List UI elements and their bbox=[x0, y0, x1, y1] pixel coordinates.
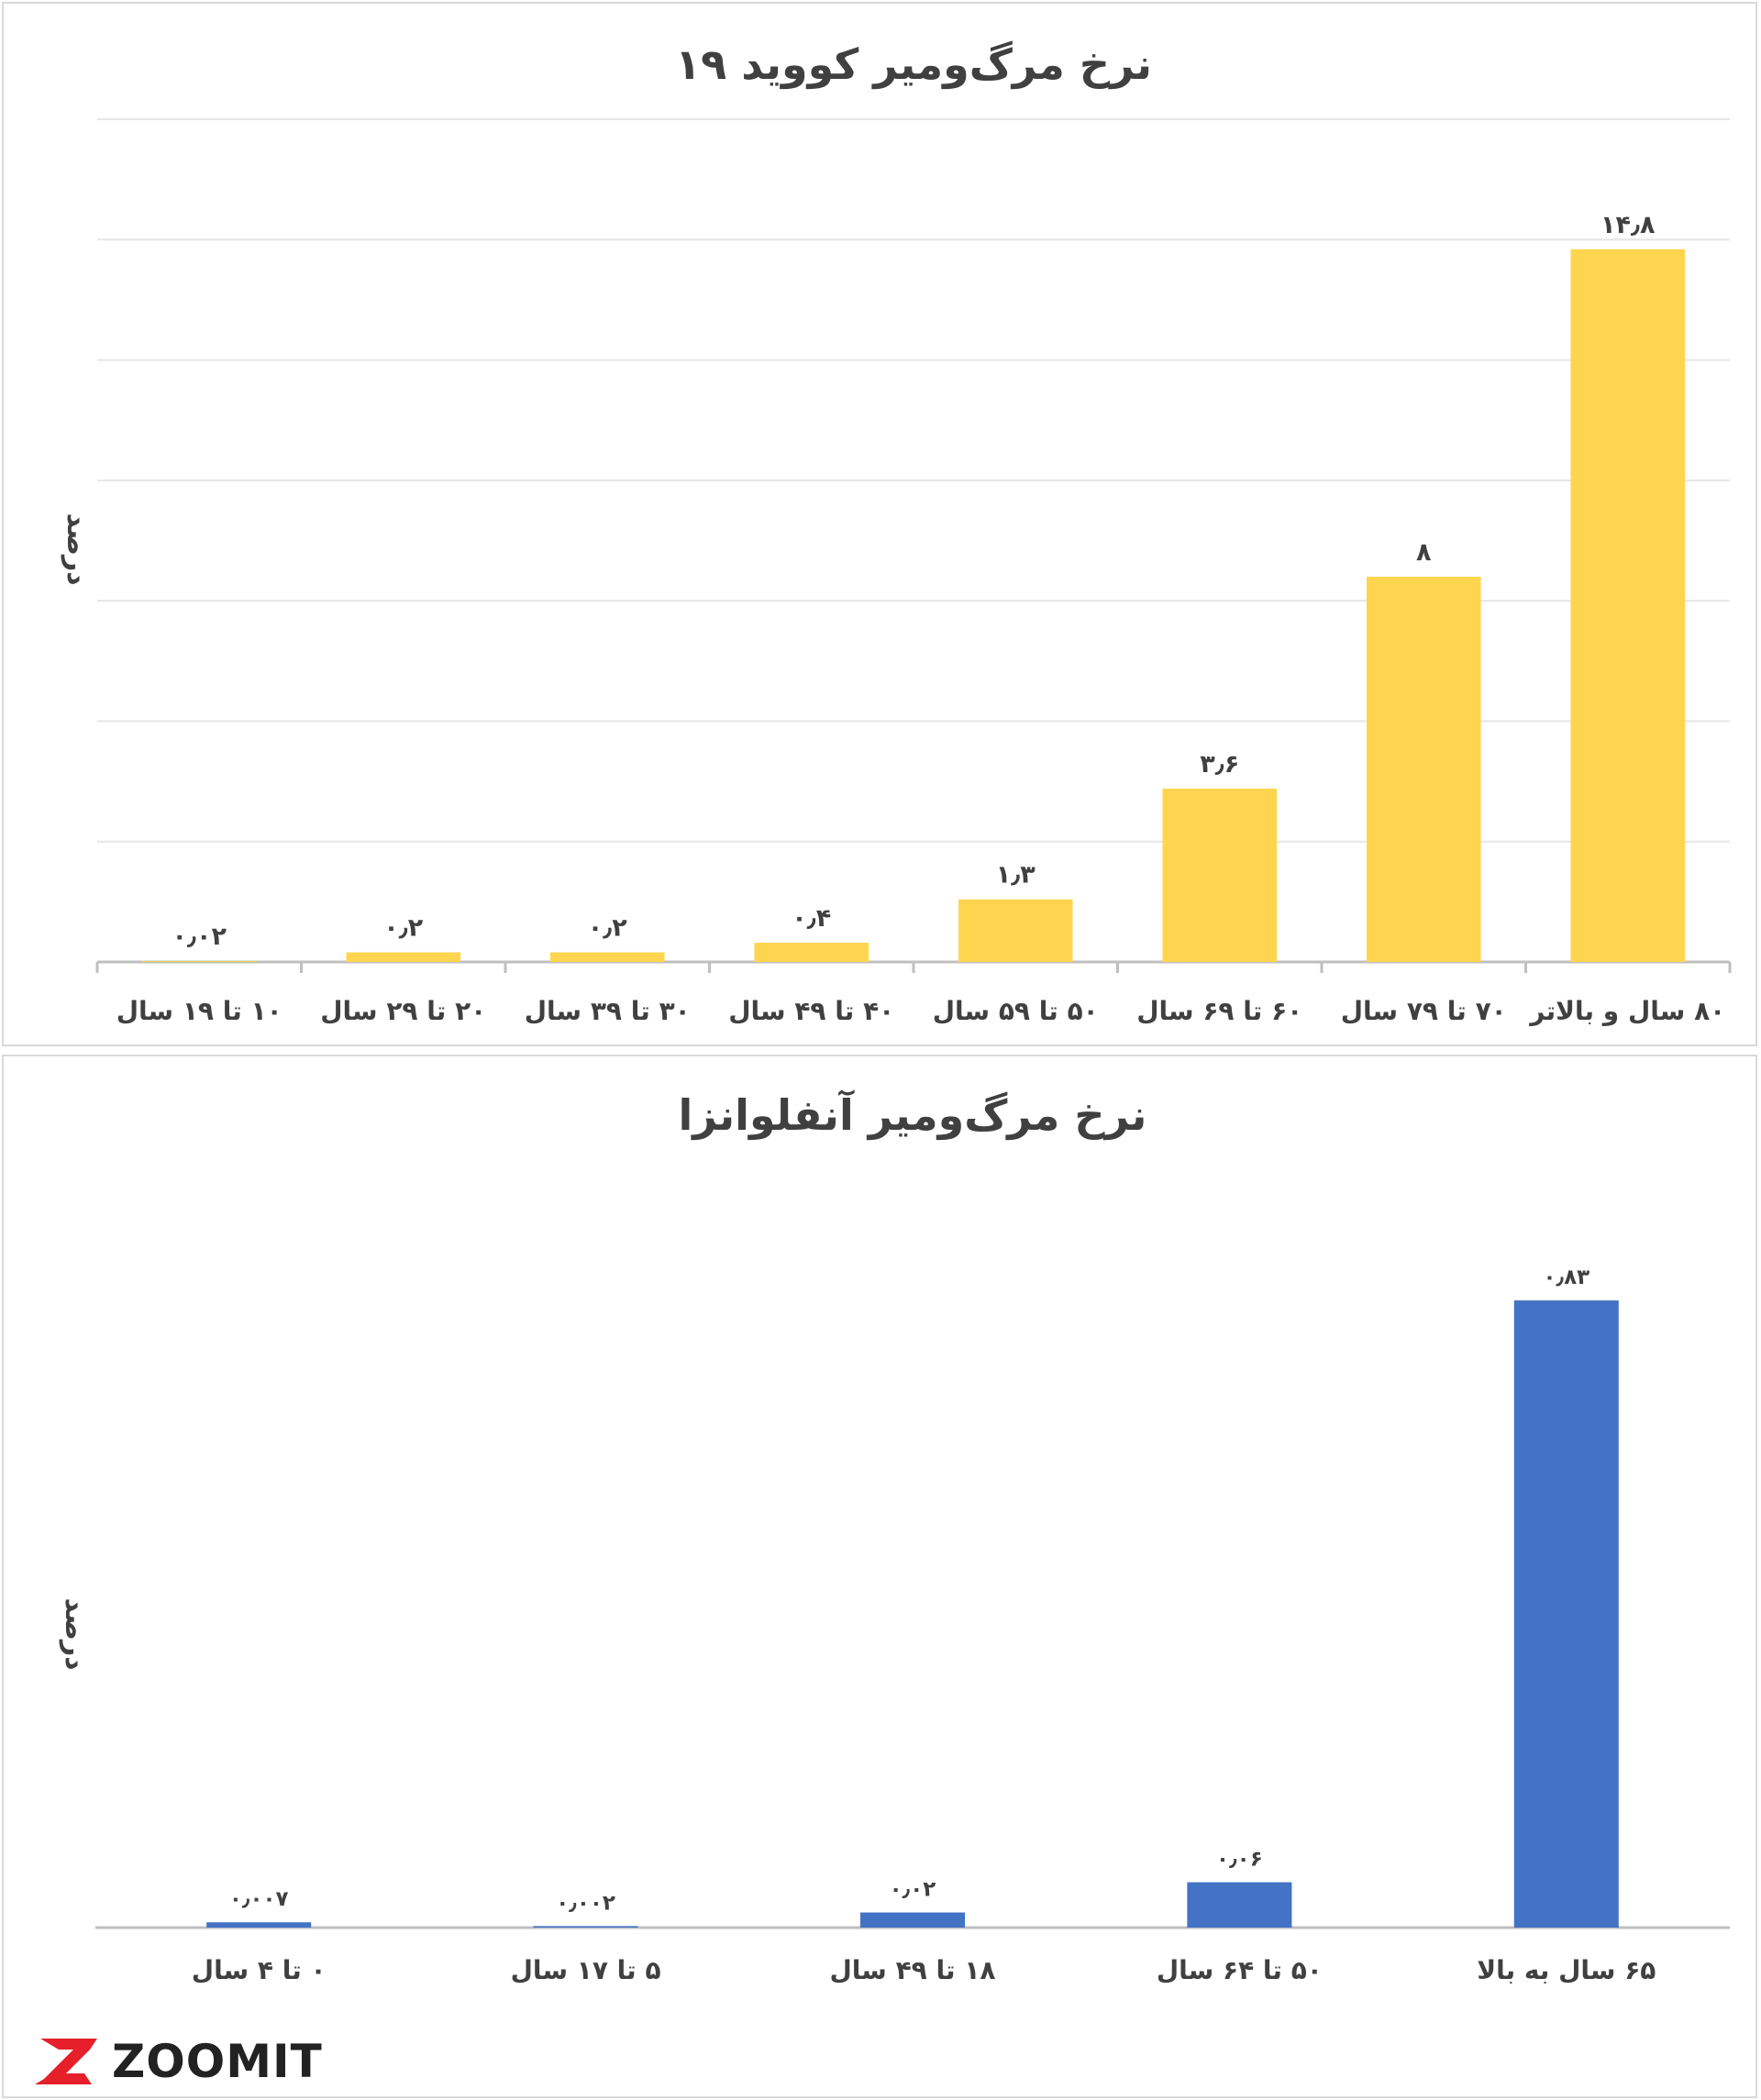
bar bbox=[1162, 788, 1278, 962]
bar bbox=[346, 952, 461, 962]
x-tick-label: ۴۰ تا ۴۹ سال bbox=[728, 996, 894, 1026]
data-label: ۰٫۸۳ bbox=[1543, 1266, 1589, 1289]
bar bbox=[1366, 576, 1481, 962]
covid-chart: نرخ مرگ‌ومیر کووید ۱۹ درصد ۱۴٫۸ ۸۰ سال و با… bbox=[61, 39, 1732, 1026]
bar bbox=[958, 899, 1073, 962]
x-tick-label: ۷۰ تا ۷۹ سال bbox=[1341, 996, 1507, 1026]
x-tick-label: ۸۰ سال و بالاتر bbox=[1528, 996, 1725, 1026]
x-tick-label: ۱۰ تا ۱۹ سال bbox=[116, 996, 282, 1026]
data-label: ۰٫۰۰۲ bbox=[556, 1891, 615, 1915]
bar bbox=[549, 952, 665, 962]
zoomit-logo: ZOOMIT bbox=[33, 2034, 323, 2089]
data-label: ۱٫۳ bbox=[996, 861, 1036, 890]
data-label: ۳٫۶ bbox=[1200, 750, 1239, 779]
bar bbox=[141, 960, 257, 962]
influenza-chart: نرخ مرگ‌ومیر آنفلوانزا درصد ۰٫۸۳ ۶۵ سال به … bbox=[59, 1089, 1730, 1985]
bar bbox=[754, 942, 869, 962]
data-label: ۰٫۴ bbox=[792, 904, 831, 933]
bar bbox=[1570, 249, 1686, 962]
x-tick-label: ۲۰ تا ۲۹ سال bbox=[320, 996, 486, 1026]
data-label: ۰٫۰۲ bbox=[890, 1878, 936, 1902]
x-tick-label: ۵ تا ۱۷ سال bbox=[511, 1955, 661, 1985]
bar bbox=[206, 1922, 312, 1928]
data-label: ۰٫۲ bbox=[383, 913, 424, 942]
x-tick-label: ۶۰ تا ۶۹ سال bbox=[1136, 996, 1302, 1026]
x-tick-label: ۱۸ تا ۴۹ سال bbox=[830, 1955, 996, 1985]
chart-title: نرخ مرگ‌ومیر کووید ۱۹ bbox=[675, 39, 1152, 89]
x-tick-label: ۵۰ تا ۵۹ سال bbox=[933, 996, 1099, 1026]
chart-title: نرخ مرگ‌ومیر آنفلوانزا bbox=[679, 1089, 1147, 1140]
bar bbox=[533, 1926, 638, 1928]
x-tick-label: ۵۰ تا ۶۴ سال bbox=[1157, 1955, 1323, 1985]
y-axis-label: درصد bbox=[59, 1598, 91, 1671]
x-tick-label: ۳۰ تا ۳۹ سال bbox=[525, 996, 691, 1026]
x-tick-label: ۰ تا ۴ سال bbox=[192, 1955, 327, 1985]
data-label: ۰٫۰۶ bbox=[1216, 1848, 1263, 1872]
zoomit-logo-text: ZOOMIT bbox=[112, 2035, 323, 2088]
covid-chart-panel: نرخ مرگ‌ومیر کووید ۱۹ درصد ۱۴٫۸ ۸۰ سال و با… bbox=[2, 2, 1757, 1046]
x-tick-label: ۶۵ سال به بالا bbox=[1477, 1955, 1656, 1985]
influenza-chart-panel: نرخ مرگ‌ومیر آنفلوانزا درصد ۰٫۸۳ ۶۵ سال به … bbox=[2, 1055, 1757, 2098]
data-label: ۱۴٫۸ bbox=[1600, 211, 1656, 239]
bar bbox=[1513, 1300, 1619, 1928]
bar bbox=[859, 1912, 966, 1928]
data-label: ۰٫۰۲ bbox=[172, 923, 227, 951]
bar bbox=[1187, 1882, 1292, 1928]
data-label: ۰٫۲ bbox=[588, 913, 628, 942]
data-label: ۰٫۰۰۷ bbox=[229, 1887, 289, 1911]
y-axis-label: درصد bbox=[61, 514, 93, 586]
zoomit-logo-icon bbox=[35, 2039, 97, 2084]
data-label: ۸ bbox=[1416, 538, 1432, 567]
